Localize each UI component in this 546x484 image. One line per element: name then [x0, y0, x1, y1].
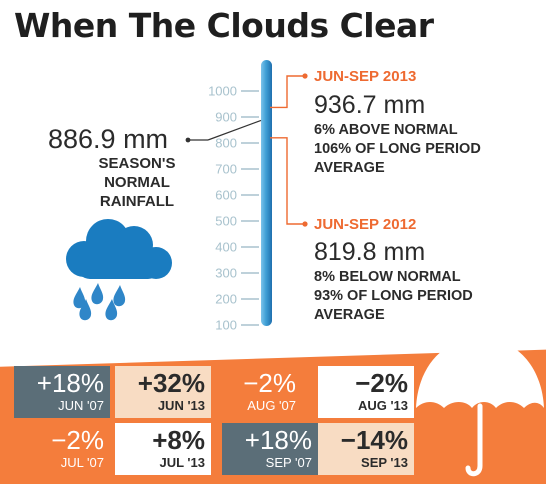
month-cell: −2% AUG '13 — [318, 366, 414, 418]
period-2013-line: 6% ABOVE NORMAL — [314, 122, 458, 138]
scale-tick-label: 900 — [215, 110, 237, 125]
period-2012-line: AVERAGE — [314, 307, 385, 323]
scale-tube — [261, 60, 272, 326]
month-change-pct: −2% — [243, 368, 296, 398]
normal-connector — [207, 119, 262, 141]
scale-tick-label: 600 — [215, 188, 237, 203]
rain-cloud-icon — [66, 219, 172, 321]
scale-tick-label: 1000 — [208, 84, 237, 99]
chart-title: When The Clouds Clear — [14, 6, 434, 45]
month-change-label: SEP '07 — [265, 455, 312, 470]
period-2013-line: 106% OF LONG PERIOD — [314, 141, 481, 157]
scale-tick-label: 200 — [215, 292, 237, 307]
month-change-pct: −14% — [340, 425, 408, 455]
month-change-label: JUN '13 — [157, 398, 205, 413]
month-change-pct: +18% — [244, 425, 312, 455]
normal-rainfall-label: SEASON'S NORMAL RAINFALL — [88, 154, 186, 211]
month-change-label: AUG '07 — [247, 398, 296, 413]
period-2013-line: AVERAGE — [314, 160, 385, 176]
period-marker-dot — [302, 73, 308, 79]
period-2012-line: 93% OF LONG PERIOD — [314, 288, 473, 304]
month-cell: +18% JUN '07 — [14, 366, 110, 418]
period-2012-line: 8% BELOW NORMAL — [314, 269, 461, 285]
period-2012-value: 819.8 mm — [314, 238, 426, 266]
normal-label-line: SEASON'S — [98, 155, 176, 172]
month-change-pct: +32% — [137, 368, 205, 398]
month-cell: +8% JUL '13 — [115, 423, 211, 475]
month-change-pct: +18% — [36, 368, 104, 398]
month-change-label: JUL '07 — [60, 455, 104, 470]
month-cell: +18% SEP '07 — [222, 423, 318, 475]
scale-tick-label: 700 — [215, 162, 237, 177]
month-change-label: SEP '13 — [361, 455, 408, 470]
month-cell: −2% JUL '07 — [14, 423, 110, 475]
month-change-label: JUL '13 — [159, 455, 206, 470]
month-change-pct: −2% — [51, 425, 104, 455]
scale-tick-label: 800 — [215, 136, 237, 151]
period-connector — [270, 75, 303, 109]
scale-tick-label: 100 — [215, 318, 237, 333]
rainfall-gauge: 1000 900 800 700 600 500 400 300 200 100 — [185, 60, 308, 333]
month-cell: −2% AUG '07 — [206, 366, 302, 418]
month-cell: +32% JUN '13 — [115, 366, 211, 418]
umbrella-icon — [416, 332, 544, 477]
period-2013-title: JUN-SEP 2013 — [314, 68, 417, 85]
period-2013-value: 936.7 mm — [314, 91, 426, 119]
normal-marker-dot — [185, 137, 191, 143]
scale-tick-label: 400 — [215, 240, 237, 255]
normal-label-line: RAINFALL — [99, 193, 175, 210]
month-change-label: JUN '07 — [58, 398, 104, 413]
month-change-pct: −2% — [355, 368, 408, 398]
month-change-label: AUG '13 — [357, 398, 408, 413]
month-change-pct: +8% — [152, 425, 205, 455]
normal-rainfall-value: 886.9 mm — [48, 124, 169, 154]
period-connector — [270, 137, 303, 225]
period-2012-title: JUN-SEP 2012 — [314, 216, 417, 233]
scale-tick-label: 300 — [215, 266, 237, 281]
scale-tick-label: 500 — [215, 214, 237, 229]
normal-label-line: NORMAL — [104, 174, 170, 191]
month-cell: −14% SEP '13 — [318, 423, 414, 475]
period-marker-dot — [302, 221, 308, 227]
